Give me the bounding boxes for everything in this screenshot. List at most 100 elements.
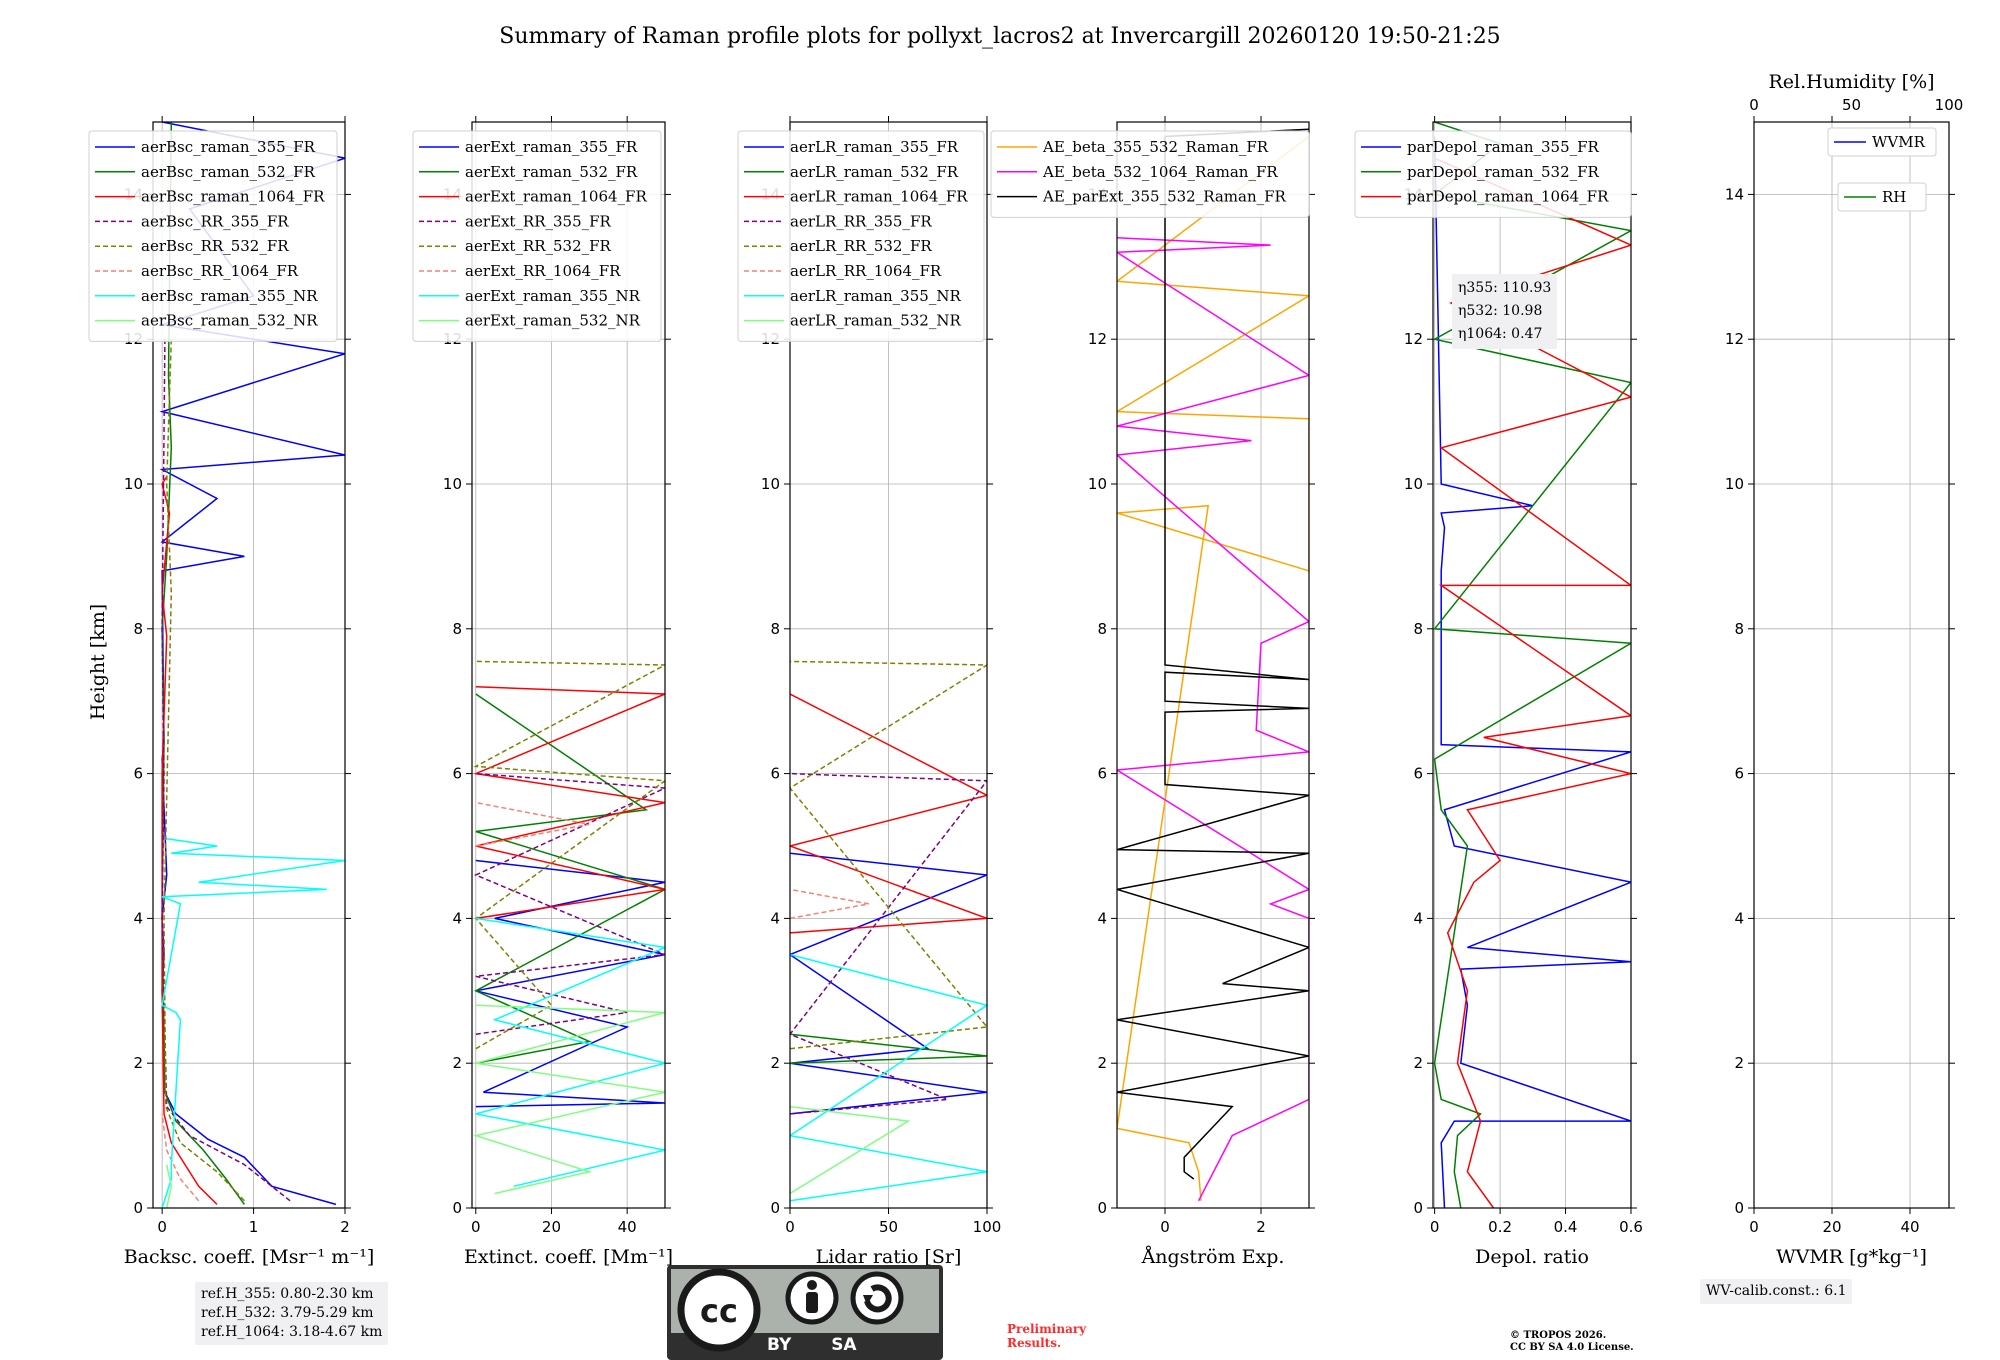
legend-label-aerBsc_raman_355_FR: aerBsc_raman_355_FR [141, 138, 316, 156]
x-tick-label: 0 [1430, 1218, 1440, 1236]
axes-frame [471, 121, 666, 1209]
wv-calib-constant: WV-calib.const.: 6.1 [1706, 1283, 1847, 1299]
y-tick-label: 0 [1413, 1199, 1423, 1217]
legend-label-aerExt_RR_532_FR: aerExt_RR_532_FR [465, 237, 612, 255]
y-axis-label: Height [km] [87, 604, 109, 720]
legend: parDepol_raman_355_FR parDepol_raman_532_… [1354, 130, 1632, 218]
eta-355: η355: 110.93 [1458, 280, 1552, 296]
figure-title: Summary of Raman profile plots for polly… [499, 24, 1500, 49]
x-tick-label: 0 [1160, 1218, 1170, 1236]
legend-box [412, 130, 662, 342]
x-tick-label: 0 [785, 1218, 795, 1236]
legend-label-aerBsc_RR_1064_FR: aerBsc_RR_1064_FR [141, 262, 299, 280]
legend-label-aerLR_raman_355_NR: aerLR_raman_355_NR [790, 287, 961, 305]
y-tick-label: 6 [770, 765, 780, 783]
legend-label-aerLR_RR_532_FR: aerLR_RR_532_FR [790, 237, 932, 255]
x2-tick-label: 100 [1935, 96, 1964, 114]
y-tick-label: 2 [1413, 1054, 1423, 1072]
preliminary-line-2: Results. [1007, 1336, 1062, 1350]
series-aerExt_raman_532_FR [474, 693, 665, 1064]
y-tick-label: 10 [1404, 475, 1423, 493]
y-tick-label: 10 [124, 475, 143, 493]
panel-extinction: 0246810121402040Extinct. coeff. [Mm⁻¹]ae… [412, 116, 673, 1268]
legend-box [1837, 182, 1927, 212]
series-aerLR_raman_532_NR [790, 1105, 911, 1195]
series-aerBsc_raman_355_NR [161, 838, 345, 1208]
legend-label-WVMR: WVMR [1872, 133, 1926, 151]
legend-label-parDepol_raman_1064_FR: parDepol_raman_1064_FR [1407, 188, 1609, 206]
series-aerExt_raman_532_NR [472, 1004, 665, 1195]
y-tick-label: 4 [1413, 909, 1423, 927]
x-tick-label: 0.6 [1619, 1218, 1643, 1236]
series-group [1433, 122, 1631, 1208]
y-tick-label: 2 [452, 1054, 462, 1072]
y-tick-label: 8 [1097, 620, 1107, 638]
sa-arrow-head [863, 1295, 873, 1305]
legend-label-AE_parExt_355_532_Raman_FR: AE_parExt_355_532_Raman_FR [1042, 188, 1287, 206]
legend: aerExt_raman_355_FR aerExt_raman_532_FRae… [412, 130, 662, 342]
series-aerBsc_RR_532_FR [163, 339, 245, 1202]
license-by: BY [767, 1335, 792, 1355]
ref-h-532: ref.H_532: 3.79-5.29 km [201, 1305, 374, 1321]
eta-note: η355: 110.93 η532: 10.98 η1064: 0.47 [1452, 274, 1558, 349]
y-tick-label: 10 [1725, 475, 1744, 493]
legend-label-AE_beta_355_532_Raman_FR: AE_beta_355_532_Raman_FR [1042, 138, 1269, 156]
series-parDepol_raman_532_FR [1433, 122, 1631, 1208]
panel-water_vapor: 0 2 4 6 8 10 12 14 0 20 40 WVMR [g*kg⁻¹] 0 50 100Rel.H… [1725, 71, 1963, 1268]
reference-heights-note: ref.H_355: 0.80-2.30 km ref.H_532: 3.79-… [195, 1282, 389, 1345]
by-person-head [807, 1280, 817, 1290]
series-aerLR_raman_355_NR [790, 953, 987, 1202]
y-tick-label: 2 [133, 1054, 143, 1072]
series-aerBsc_RR_1064_FR [161, 1113, 200, 1202]
y-tick-label: 0 [1097, 1199, 1107, 1217]
x-tick-label: 0 [157, 1218, 167, 1236]
legend-label-aerBsc_raman_355_NR: aerBsc_raman_355_NR [141, 287, 318, 305]
series-aerExt_raman_355_FR [475, 859, 665, 1108]
chart-panels: 02468101214012Backsc. coeff. [Msr⁻¹ m⁻¹]… [88, 71, 1963, 1268]
y-tick-label: 0 [133, 1199, 143, 1217]
license-sa: SA [831, 1335, 857, 1355]
copyright: © TROPOS 2026. CC BY SA 4.0 License. [1510, 1330, 1634, 1354]
cc-badge-labels: BY SA [767, 1335, 857, 1355]
legend-label-AE_beta_532_1064_Raman_FR: AE_beta_532_1064_Raman_FR [1042, 163, 1278, 181]
y-tick-label: 6 [452, 765, 462, 783]
series-group [790, 660, 987, 1202]
legend-label-aerExt_RR_1064_FR: aerExt_RR_1064_FR [465, 262, 621, 280]
legend-WVMR: WVMR [1827, 127, 1937, 157]
axes-frame [1116, 121, 1310, 1209]
x-tick-label: 0.2 [1488, 1218, 1512, 1236]
cc-icons: cc [677, 1268, 904, 1352]
y-tick-label: 4 [1734, 909, 1744, 927]
x-tick-label: 2 [340, 1218, 350, 1236]
legend-label-aerBsc_raman_532_FR: aerBsc_raman_532_FR [141, 163, 316, 181]
y-tick-label: 4 [770, 909, 780, 927]
legend-box [990, 130, 1310, 218]
legend-label-aerExt_RR_355_FR: aerExt_RR_355_FR [465, 212, 612, 230]
x-axis-label: WVMR [g*kg⁻¹] [1776, 1246, 1927, 1268]
x-tick-label: 0.4 [1554, 1218, 1578, 1236]
legend-label-aerBsc_RR_532_FR: aerBsc_RR_532_FR [141, 237, 289, 255]
y-tick-label: 14 [1725, 185, 1744, 203]
x-tick-label: 2 [1256, 1218, 1266, 1236]
axes-frame [1432, 121, 1632, 1209]
y-tick-label: 6 [1097, 765, 1107, 783]
legend-label-aerExt_raman_355_FR: aerExt_raman_355_FR [465, 138, 638, 156]
x-tick-label: 20 [1822, 1218, 1841, 1236]
series-aerLR_raman_1064_FR [790, 693, 987, 934]
series-aerLR_RR_532_FR [790, 660, 987, 1050]
y-tick-label: 12 [1088, 330, 1107, 348]
sa-share-icon [850, 1271, 904, 1325]
y-tick-label: 8 [1734, 620, 1744, 638]
y-tick-label: 0 [770, 1199, 780, 1217]
legend: AE_beta_355_532_Raman_FR AE_beta_532_1064… [990, 130, 1310, 218]
x2-axis-label: Rel.Humidity [%] [1768, 71, 1934, 93]
copyright-line-2: CC BY SA 4.0 License. [1510, 1342, 1634, 1353]
x-tick-label: 40 [1900, 1218, 1919, 1236]
y-tick-label: 12 [1725, 330, 1744, 348]
x-tick-label: 100 [973, 1218, 1002, 1236]
legend-label-aerLR_raman_532_FR: aerLR_raman_532_FR [790, 163, 959, 181]
panel-lidar_ratio: 02468101214050100Lidar ratio [Sr]aerLR_r… [737, 116, 1002, 1268]
legend-label-aerExt_raman_1064_FR: aerExt_raman_1064_FR [465, 188, 647, 206]
series-aerLR_RR_355_FR [790, 772, 987, 1115]
